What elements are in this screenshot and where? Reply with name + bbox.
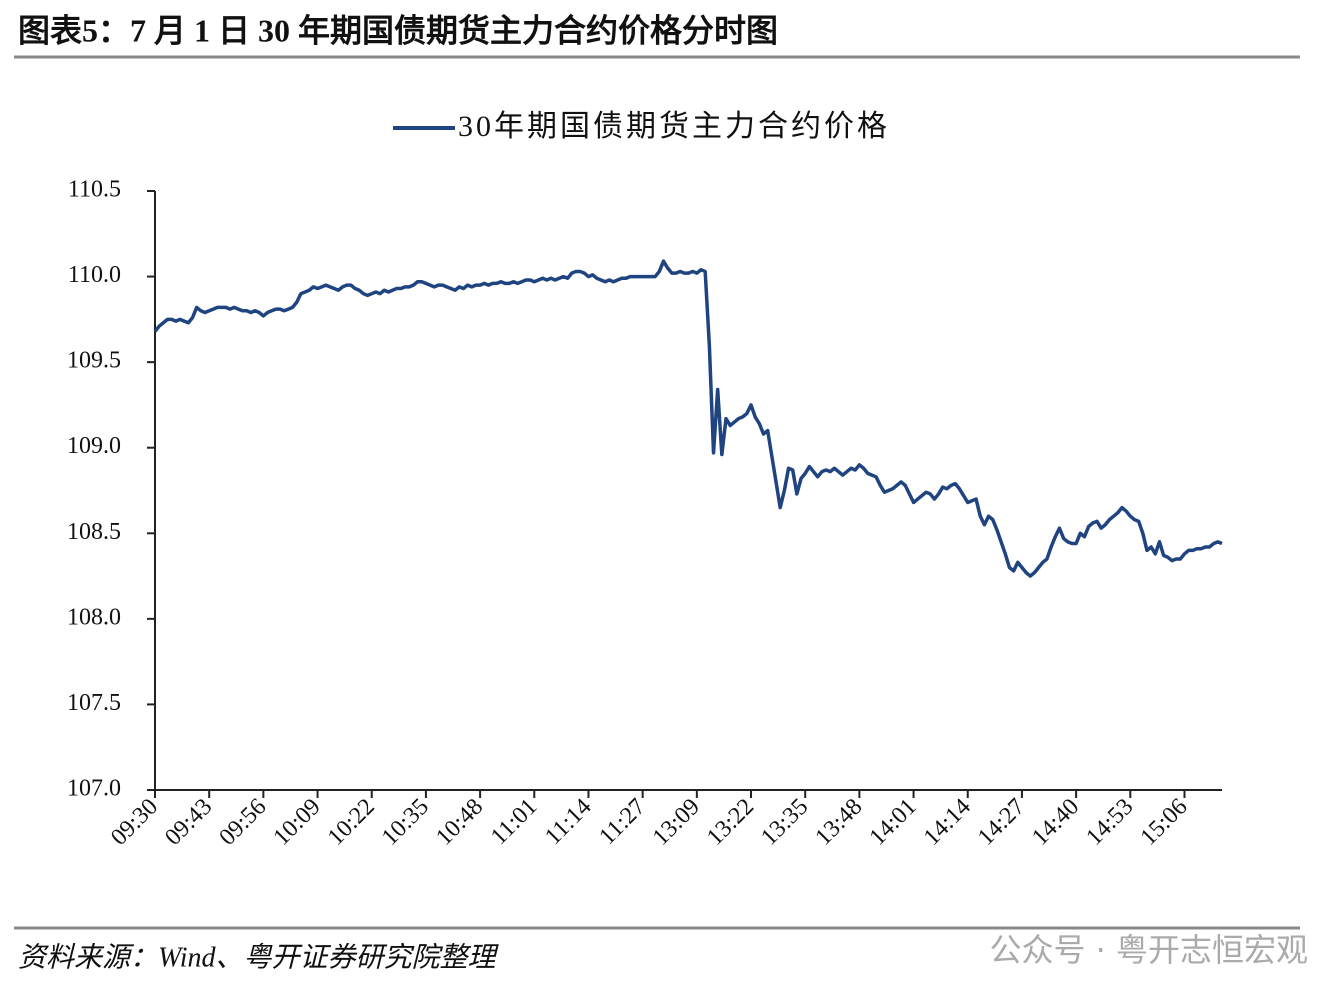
- series-line: [153, 259, 1223, 578]
- x-tick-label: 14:14: [919, 794, 976, 851]
- x-tick-label: 10:09: [269, 794, 326, 851]
- x-tick-label: 11:14: [540, 794, 596, 850]
- x-tick-label: 13:48: [810, 794, 867, 851]
- y-tick-label: 107.5: [67, 690, 121, 716]
- x-tick-label: 13:09: [648, 794, 705, 851]
- x-tick-label: 14:01: [865, 794, 922, 851]
- y-tick-label: 108.5: [67, 519, 121, 545]
- x-tick-label: 09:56: [214, 794, 271, 851]
- x-tick-label: 13:35: [756, 794, 813, 851]
- x-tick-label: 10:48: [431, 794, 488, 851]
- x-tick-label: 14:53: [1081, 794, 1138, 851]
- chart-title: 图表5：7 月 1 日 30 年期国债期货主力合约价格分时图: [18, 12, 778, 48]
- x-tick-label: 10:22: [323, 794, 380, 851]
- y-tick-label: 110.5: [68, 177, 121, 203]
- source-note: 资料来源：Wind、粤开证券研究院整理: [18, 942, 500, 973]
- legend-label: 30年期国债期货主力合约价格: [458, 110, 890, 143]
- y-tick-label: 110.0: [68, 262, 121, 288]
- x-tick-label: 14:40: [1027, 794, 1084, 851]
- x-tick-label: 15:06: [1136, 794, 1193, 851]
- x-tick-label: 10:35: [377, 794, 434, 851]
- x-tick-label: 09:43: [160, 794, 217, 851]
- y-tick-label: 109.0: [67, 433, 121, 459]
- x-tick-label: 13:22: [702, 794, 759, 851]
- x-tick-label: 09:30: [106, 794, 163, 851]
- x-tick-label: 11:27: [594, 794, 650, 850]
- watermark: 公众号 · 粤开志恒宏观: [989, 931, 1308, 969]
- y-tick-label: 108.0: [67, 604, 121, 630]
- y-tick-label: 107.0: [67, 776, 121, 802]
- y-tick-label: 109.5: [67, 348, 121, 374]
- x-tick-label: 14:27: [973, 794, 1030, 851]
- x-tick-label: 11:01: [486, 794, 542, 850]
